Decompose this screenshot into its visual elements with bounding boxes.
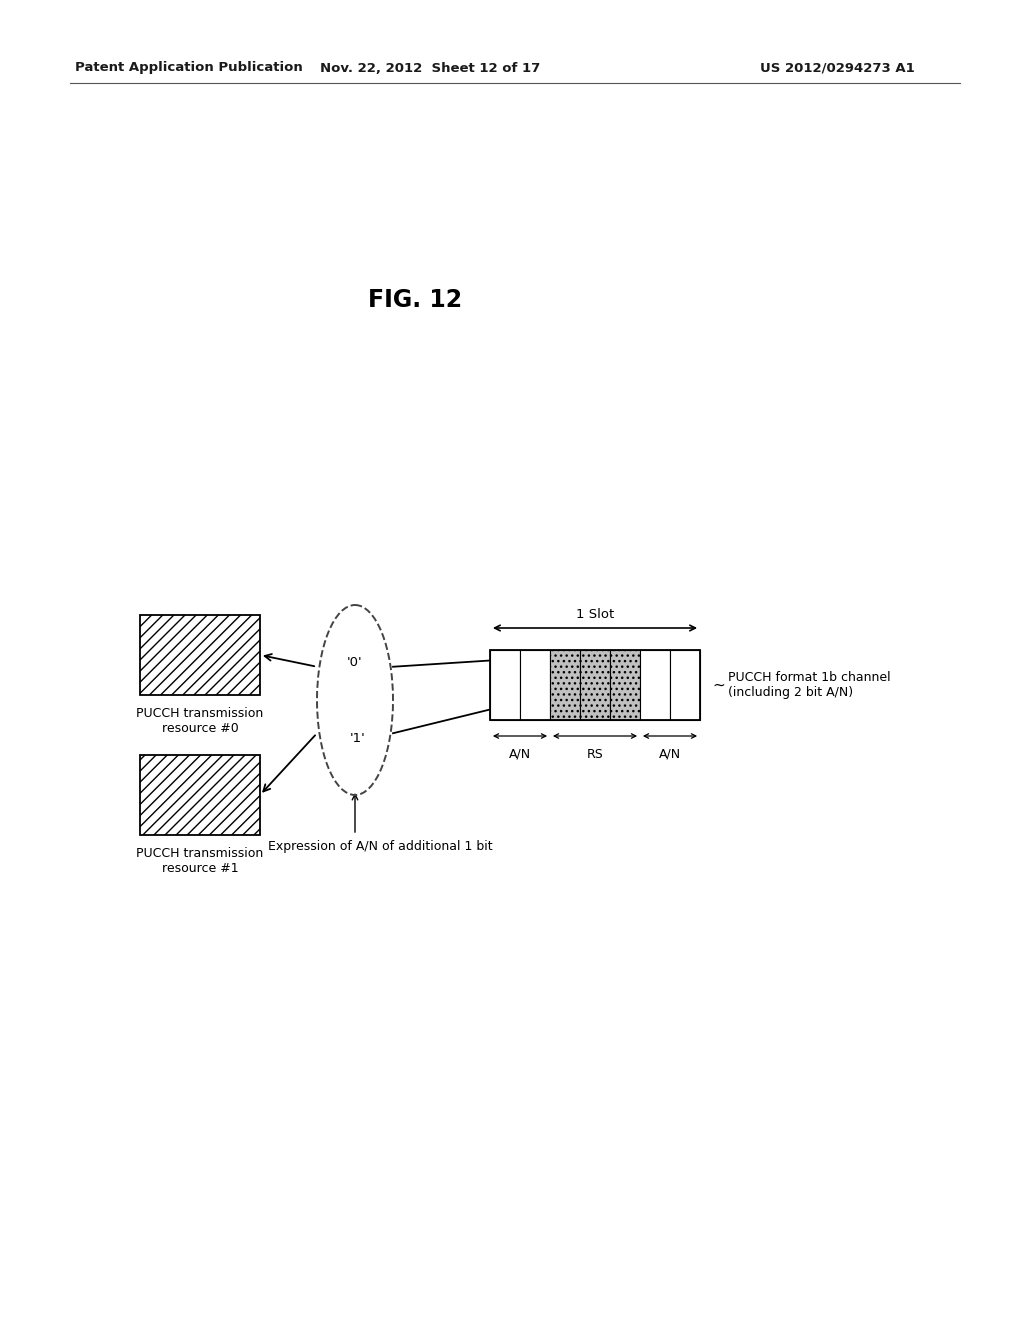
Bar xyxy=(670,649,700,719)
Text: 1 Slot: 1 Slot xyxy=(575,607,614,620)
Text: PUCCH transmission
resource #0: PUCCH transmission resource #0 xyxy=(136,708,263,735)
Bar xyxy=(490,649,520,719)
Text: Expression of A/N of additional 1 bit: Expression of A/N of additional 1 bit xyxy=(267,840,493,853)
Bar xyxy=(610,649,640,719)
Bar xyxy=(490,649,700,719)
Text: PUCCH transmission
resource #1: PUCCH transmission resource #1 xyxy=(136,847,263,875)
Text: PUCCH format 1b channel
(including 2 bit A/N): PUCCH format 1b channel (including 2 bit… xyxy=(728,671,891,700)
Text: ~: ~ xyxy=(712,677,725,693)
Bar xyxy=(580,649,610,719)
Text: FIG. 12: FIG. 12 xyxy=(368,288,462,312)
Bar xyxy=(140,755,260,836)
Bar xyxy=(640,649,670,719)
Bar xyxy=(140,615,260,696)
Bar xyxy=(520,649,550,719)
Bar xyxy=(550,649,580,719)
Text: Nov. 22, 2012  Sheet 12 of 17: Nov. 22, 2012 Sheet 12 of 17 xyxy=(319,62,540,74)
Text: '1': '1' xyxy=(350,731,366,744)
Text: RS: RS xyxy=(587,747,603,760)
Text: '0': '0' xyxy=(347,656,362,668)
Text: A/N: A/N xyxy=(658,747,681,760)
Text: Patent Application Publication: Patent Application Publication xyxy=(75,62,303,74)
Text: A/N: A/N xyxy=(509,747,531,760)
Text: US 2012/0294273 A1: US 2012/0294273 A1 xyxy=(760,62,914,74)
